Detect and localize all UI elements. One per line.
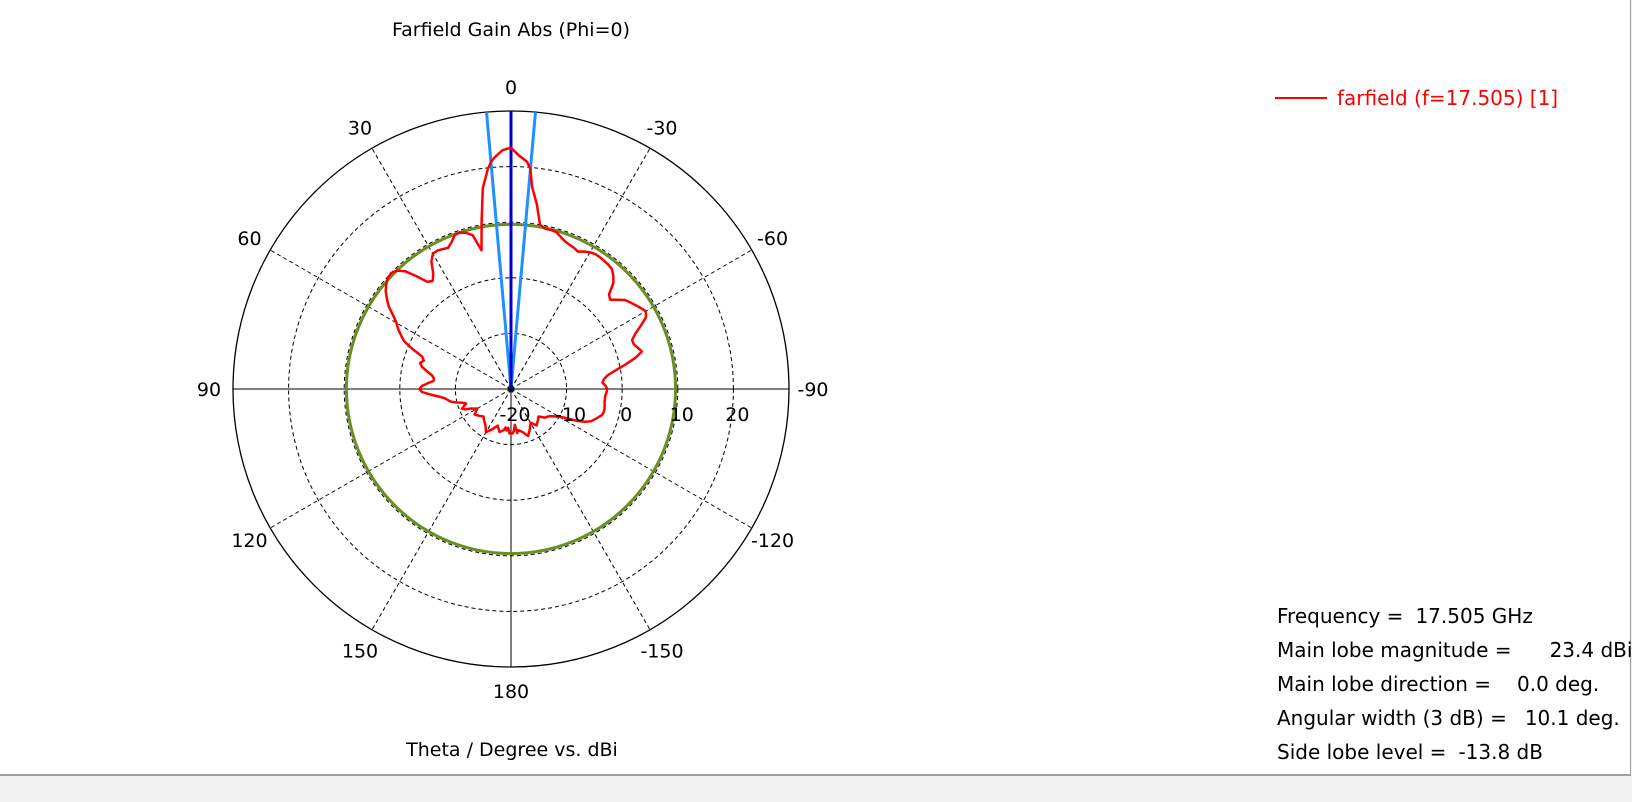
angle-tick-label: -30 xyxy=(646,117,677,139)
beamwidth-line xyxy=(509,111,537,390)
info-box: Frequency = 17.505 GHz Main lobe magnitud… xyxy=(1277,599,1632,769)
info-value: 10.1 deg. xyxy=(1524,706,1620,730)
info-row-main-lobe-magnitude: Main lobe magnitude = 23.4 dBi xyxy=(1277,633,1632,667)
legend: farfield (f=17.505) [1] xyxy=(1275,86,1558,110)
beamwidth-line xyxy=(485,111,513,390)
radial-tick-label: 10 xyxy=(670,404,694,426)
info-value: 0.0 deg. xyxy=(1517,672,1600,696)
angle-tick-label: 30 xyxy=(348,117,372,139)
info-row-angular-width: Angular width (3 dB) = 10.1 deg. xyxy=(1277,701,1627,735)
angle-tick-label: 0 xyxy=(505,77,517,99)
grid-spoke xyxy=(269,249,512,390)
grid-spoke xyxy=(371,147,512,390)
info-key: Main lobe magnitude = xyxy=(1277,638,1512,662)
angle-tick-label: 180 xyxy=(493,681,529,703)
legend-label: farfield (f=17.505) [1] xyxy=(1337,86,1559,110)
angle-tick-label: 120 xyxy=(231,530,267,552)
angle-tick-label: 150 xyxy=(342,641,378,663)
chart-title: Farfield Gain Abs (Phi=0) xyxy=(392,19,630,41)
window-bottom-strip xyxy=(0,776,1632,802)
info-row-side-lobe-level: Side lobe level = -13.8 dB xyxy=(1277,735,1627,769)
polar-chart: Farfield Gain Abs (Phi=0) 0 -30 -60 -90 -120… xyxy=(197,19,829,761)
angle-tick-label: 60 xyxy=(237,228,261,250)
info-key: Main lobe direction = xyxy=(1277,672,1492,696)
origin-marker xyxy=(507,385,515,393)
info-value: 23.4 dBi xyxy=(1549,638,1632,662)
info-key: Side lobe level = xyxy=(1277,740,1447,764)
legend-swatch xyxy=(1275,97,1327,99)
grid-spoke xyxy=(371,388,512,631)
radial-tick-label: -10 xyxy=(555,404,586,426)
grid-spoke xyxy=(510,388,651,631)
angle-tick-label: -60 xyxy=(757,228,788,250)
grid-spoke xyxy=(269,388,512,529)
plot-window: Farfield Gain Abs (Phi=0) 0 -30 -60 -90 -120… xyxy=(0,0,1632,776)
axis-labels: 0 -30 -60 -90 -120 -150 180 150 120 90 60 30 -20 -10 0… xyxy=(197,77,829,703)
info-row-frequency: Frequency = 17.505 GHz xyxy=(1277,599,1627,633)
angle-tick-label: -120 xyxy=(751,530,794,552)
info-row-main-lobe-direction: Main lobe direction = 0.0 deg. xyxy=(1277,667,1627,701)
radial-tick-label: 20 xyxy=(725,404,749,426)
farfield-pattern xyxy=(384,146,648,438)
grid-spoke xyxy=(510,388,753,529)
radial-tick-label: -20 xyxy=(499,404,530,426)
info-key: Frequency = xyxy=(1277,604,1404,628)
angle-tick-label: 90 xyxy=(197,379,221,401)
info-value: -13.8 dB xyxy=(1458,740,1543,764)
series-layer xyxy=(344,111,678,556)
angle-tick-label: -90 xyxy=(797,379,828,401)
angle-tick-label: -150 xyxy=(640,641,683,663)
x-axis-label: Theta / Degree vs. dBi xyxy=(405,739,618,761)
info-value: 17.505 GHz xyxy=(1415,604,1533,628)
grid-spoke xyxy=(510,147,651,390)
info-key: Angular width (3 dB) = xyxy=(1277,706,1507,730)
grid-spoke xyxy=(510,249,753,390)
radial-tick-label: 0 xyxy=(620,404,632,426)
